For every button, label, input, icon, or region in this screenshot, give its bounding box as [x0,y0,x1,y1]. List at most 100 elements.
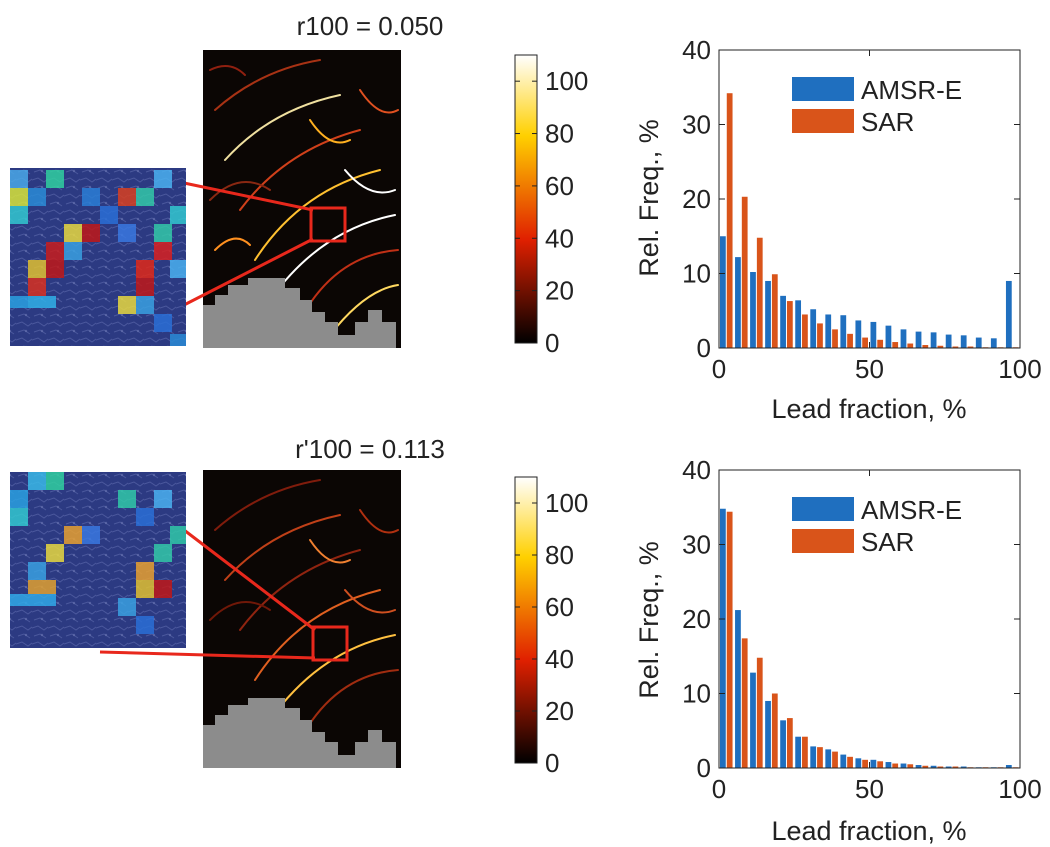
amsr-bar [1005,765,1012,768]
sar-bar [877,339,884,348]
amsr-bar [765,280,771,348]
sar-bar [877,761,884,768]
sar-bar [817,747,823,768]
x-tick-label: 0 [712,774,726,804]
amsr-bar [885,762,892,768]
map-panel-bottom: r'100 = 0.113 [99,434,445,768]
y-tick-label: 30 [682,530,711,560]
amsr-bar [870,321,877,348]
amsr-bar [825,749,832,768]
histogram-panel-bottom: Rel. Freq., % Lead fraction, % 0 10 20 30 40… [634,455,1042,846]
y-tick-label: 20 [682,604,711,634]
y-tick-label: 40 [682,455,711,485]
zoom-box [311,625,349,662]
sar-bar [862,759,868,768]
legend-label: AMSR-E [861,495,962,525]
sar-bar [786,301,793,348]
colorbar-tick-label: 80 [545,540,574,570]
histogram-panel-top: Rel. Freq., % Lead fraction, % 0 10 20 30 40… [634,35,1042,424]
sar-bar [741,196,748,348]
sar-bar [771,693,778,768]
zoom-line-upper [183,528,316,632]
colorbar-tick-label: 0 [545,328,559,358]
amsr-bar [900,329,907,348]
legend-swatch [792,77,854,101]
amsr-bar [750,672,756,768]
zoom-line-upper [183,181,314,212]
x-tick-label: 100 [998,354,1041,384]
sar-bar [726,511,733,768]
colorbar-tick-label: 20 [545,696,574,726]
amsr-bar [915,765,922,768]
amsr-bar [810,746,817,768]
y-axis-label: Rel. Freq., % [634,541,664,699]
sar-bar [907,764,914,768]
land-mask [203,698,396,768]
amsr-bar [795,736,802,768]
colorbar-tick-label: 100 [545,66,588,96]
zoom-box [309,206,347,243]
colorbar-tick-label: 80 [545,119,574,149]
sar-bar [892,763,899,768]
map-title: r100 = 0.050 [297,11,444,41]
colorbar-top: 0 20 40 60 80 100 [514,54,588,358]
amsr-bar [795,300,802,348]
legend-swatch [792,497,854,521]
colorbar-bottom: 0 20 40 60 80 100 [514,476,588,778]
legend-swatch [792,529,854,553]
sar-bar [756,657,763,768]
colorbar-tick-label: 40 [545,223,574,253]
sar-bar [832,329,838,348]
sar-bar [786,718,793,768]
sar-bar [771,274,778,348]
legend-label: SAR [861,527,914,557]
y-tick-label: 10 [682,679,711,709]
amsr-bar [720,508,726,768]
sar-bar [832,751,838,768]
colorbar-ramp [514,476,538,764]
amsr-bar [885,325,892,348]
sar-bar [952,766,959,768]
legend-label: SAR [861,107,914,137]
y-tick-label: 0 [697,753,711,783]
inset-panel-top [10,168,186,346]
amsr-bar [990,338,997,348]
map-title: r'100 = 0.113 [295,434,445,464]
amsr-bar [960,335,967,348]
y-tick-label: 10 [682,259,711,289]
amsr-bar [825,314,832,348]
amsr-bar [735,257,741,348]
amsr-bar [945,766,952,768]
y-tick-label: 20 [682,184,711,214]
sar-bar [862,337,868,348]
zoom-line-lower [183,237,314,307]
amsr-bar [840,315,847,348]
colorbar-tick-label: 20 [545,276,574,306]
sar-bar [741,638,748,768]
legend-swatch [792,109,854,133]
colorbar-tick-label: 100 [545,488,588,518]
inset-panel-bottom [10,472,186,648]
inset-pixels [10,170,186,346]
amsr-bar [810,309,817,348]
colorbar-tick-label: 0 [545,748,559,778]
sar-bar [817,323,823,348]
amsr-bar [855,758,862,768]
amsr-bar [915,331,922,348]
sar-bar [892,342,899,348]
amsr-bar [945,334,952,348]
zoom-line-lower [99,650,316,660]
sar-bar [922,765,929,768]
map-panel-top: r100 = 0.050 [183,11,444,348]
amsr-bar [780,295,786,348]
legend-label: AMSR-E [861,75,962,105]
amsr-bar [930,765,937,768]
amsr-bar [720,236,726,348]
colorbar-tick-label: 40 [545,644,574,674]
amsr-bar [975,337,982,348]
y-tick-label: 40 [682,35,711,65]
sar-bar [937,345,944,348]
x-tick-label: 50 [855,774,884,804]
amsr-bar [900,763,907,768]
amsr-bar [735,610,741,768]
